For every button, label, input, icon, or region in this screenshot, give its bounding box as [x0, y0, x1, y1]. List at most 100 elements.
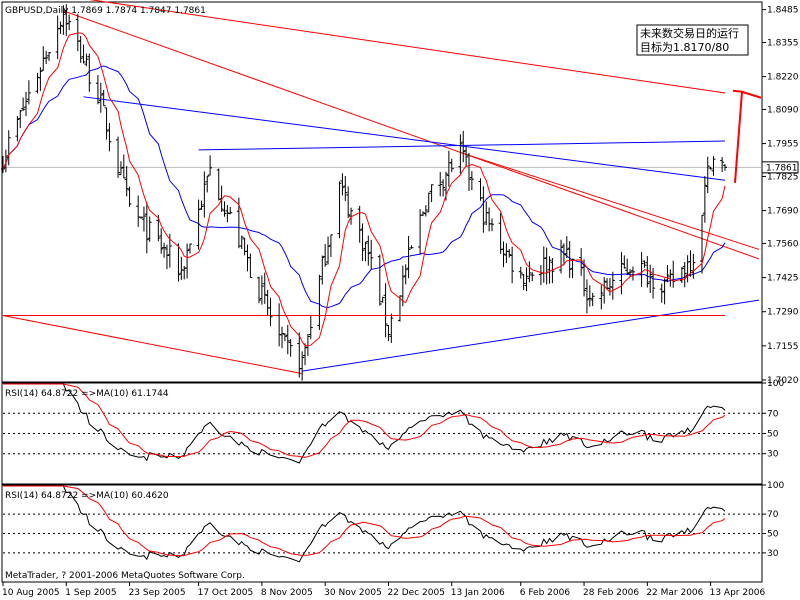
time-tick-label: 13 Jan 2006 [451, 588, 505, 598]
ohlc-bar [610, 271, 615, 300]
ohlc-bar [688, 250, 693, 277]
annotation-box: 未来数交易日的运行 目标为1.8170/80 [636, 24, 749, 56]
ohlc-bar [162, 242, 167, 258]
price-tick-label: 1.7560 [767, 239, 799, 249]
ohlc-bar [386, 325, 391, 342]
ohlc-bar [328, 234, 333, 257]
ohlc-bar [426, 192, 431, 213]
ohlc-bar [280, 326, 285, 349]
ohlc-bar [349, 207, 354, 225]
ohlc-bar [584, 279, 589, 314]
ohlc-bar [262, 272, 267, 304]
ohlc-bar [228, 206, 233, 215]
ohlc-bar [501, 241, 506, 268]
ohlc-bar [383, 283, 388, 338]
ohlc-bar [380, 296, 385, 303]
rsi-tick-label: 50 [767, 530, 779, 540]
ohlc-bar [530, 272, 535, 282]
ohlc-bar [47, 51, 52, 61]
ohlc-bar [225, 204, 230, 223]
ohlc-bar [164, 244, 169, 270]
ohlc-bar [570, 258, 575, 279]
ohlc-bar [257, 276, 262, 304]
ohlc-bar [15, 116, 20, 142]
ohlc-bar [628, 269, 633, 277]
ohlc-bar [639, 252, 644, 287]
price-tick-label: 1.7425 [767, 274, 799, 284]
ohlc-bar [464, 146, 469, 167]
time-axis: 10 Aug 2005 1 Sep 2005 23 Sep 2005 17 Oct 2… [2, 582, 766, 598]
ohlc-bar [466, 152, 471, 191]
rsi-tick-label: 100 [767, 481, 784, 491]
current-price-box [761, 161, 799, 174]
ohlc-bar [285, 324, 290, 355]
ohlc-bar [441, 179, 446, 197]
ohlc-bar [67, 14, 72, 31]
ohlc-bar [490, 218, 495, 232]
ohlc-bar [461, 130, 466, 163]
current-price-label: 1.7861 [766, 163, 798, 173]
trendline [2, 315, 303, 375]
ohlc-bar [665, 265, 670, 283]
ohlc-bar [622, 255, 627, 269]
ohlc-bar [308, 316, 313, 340]
price-axis: 1.8485 1.8355 1.8220 1.8090 1.7955 1.7825 1.76… [762, 6, 799, 386]
time-tick-label: 28 Feb 2006 [583, 588, 639, 598]
ohlc-bar [458, 134, 463, 174]
rsi-1-ma-line [3, 383, 726, 458]
ohlc-bar [705, 156, 710, 193]
ohlc-bar [64, 4, 69, 36]
time-tick-label: 23 Sep 2005 [129, 588, 186, 598]
ohlc-bar [147, 216, 152, 242]
arrow-shaft [734, 91, 743, 183]
ohlc-bar [702, 176, 707, 223]
ohlc-bar [121, 154, 126, 179]
ohlc-bar [187, 243, 192, 254]
rsi-tick-label: 30 [767, 549, 779, 559]
rsi-tick-label: 70 [767, 510, 779, 520]
ma-fast-line [2, 32, 726, 347]
ohlc-bar [98, 82, 103, 113]
ohlc-bar [141, 206, 146, 232]
annotation-frame [636, 24, 749, 56]
ohlc-bar [423, 205, 428, 217]
ohlc-bar [679, 266, 684, 284]
ohlc-bar [720, 157, 725, 173]
rsi-1-line [3, 383, 726, 464]
ohlc-bar [564, 236, 569, 259]
ohlc-bar [579, 248, 584, 276]
ohlc-bar [300, 351, 305, 381]
time-tick-label: 13 Apr 2006 [710, 588, 766, 598]
ohlc-bar [625, 258, 630, 276]
ohlc-bar [144, 202, 149, 254]
ohlc-bar [590, 292, 595, 307]
ohlc-bar [199, 200, 204, 210]
rsi-tick-label: 70 [767, 409, 779, 419]
price-header: GBPUSD,Daily 1.7869 1.7874 1.7847 1.7861 [5, 6, 206, 16]
ohlc-bar [26, 80, 31, 105]
ohlc-bar [58, 21, 63, 34]
trendline [198, 140, 726, 151]
ohlc-bar [185, 243, 190, 279]
arrow-head [732, 89, 762, 99]
price-panel-frame [1, 1, 763, 383]
ohlc-bar [208, 155, 213, 176]
rsi-2-ma-line [3, 485, 726, 557]
ohlc-bar [547, 256, 552, 284]
trendline [89, 0, 726, 94]
ohlc-bar [288, 339, 293, 357]
ohlc-bar [78, 35, 83, 63]
time-tick-label: 22 Mar 2006 [646, 588, 703, 598]
current-price-marker: 1.7861 [761, 161, 799, 174]
price-tick-label: 1.7955 [767, 140, 799, 150]
ohlc-bar [469, 171, 474, 191]
ohlc-bar [602, 276, 607, 304]
time-tick-label: 6 Feb 2006 [520, 588, 571, 598]
ohlc-bar [559, 239, 564, 274]
trendlines [2, 0, 760, 375]
price-tick-label: 1.7825 [767, 172, 799, 182]
ohlc-bar [527, 261, 532, 283]
ohlc-bar [682, 262, 687, 288]
ohlc-bar [518, 266, 523, 279]
ohlc-bar [118, 161, 123, 176]
